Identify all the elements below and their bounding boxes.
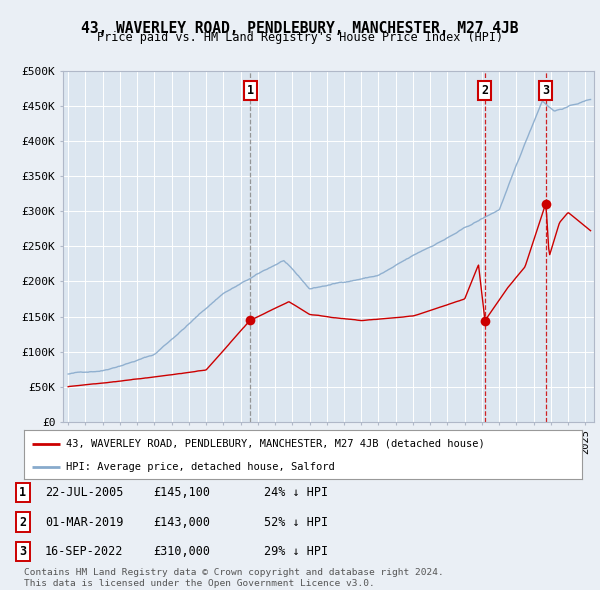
Text: 3: 3 [542,84,550,97]
Text: 22-JUL-2005: 22-JUL-2005 [45,486,124,499]
Text: 24% ↓ HPI: 24% ↓ HPI [264,486,328,499]
Text: This data is licensed under the Open Government Licence v3.0.: This data is licensed under the Open Gov… [24,579,375,588]
Text: 01-MAR-2019: 01-MAR-2019 [45,516,124,529]
Text: 2: 2 [19,516,26,529]
Text: 43, WAVERLEY ROAD, PENDLEBURY, MANCHESTER, M27 4JB (detached house): 43, WAVERLEY ROAD, PENDLEBURY, MANCHESTE… [66,439,485,449]
Text: 1: 1 [247,84,254,97]
Text: Contains HM Land Registry data © Crown copyright and database right 2024.: Contains HM Land Registry data © Crown c… [24,568,444,577]
Text: 29% ↓ HPI: 29% ↓ HPI [264,545,328,558]
Text: 1: 1 [19,486,26,499]
Text: HPI: Average price, detached house, Salford: HPI: Average price, detached house, Salf… [66,462,335,472]
Text: 16-SEP-2022: 16-SEP-2022 [45,545,124,558]
Text: 2: 2 [481,84,488,97]
Text: Price paid vs. HM Land Registry's House Price Index (HPI): Price paid vs. HM Land Registry's House … [97,31,503,44]
Text: 52% ↓ HPI: 52% ↓ HPI [264,516,328,529]
Text: 3: 3 [19,545,26,558]
Text: £310,000: £310,000 [153,545,210,558]
Text: 43, WAVERLEY ROAD, PENDLEBURY, MANCHESTER, M27 4JB: 43, WAVERLEY ROAD, PENDLEBURY, MANCHESTE… [81,21,519,35]
Text: £143,000: £143,000 [153,516,210,529]
Text: £145,100: £145,100 [153,486,210,499]
